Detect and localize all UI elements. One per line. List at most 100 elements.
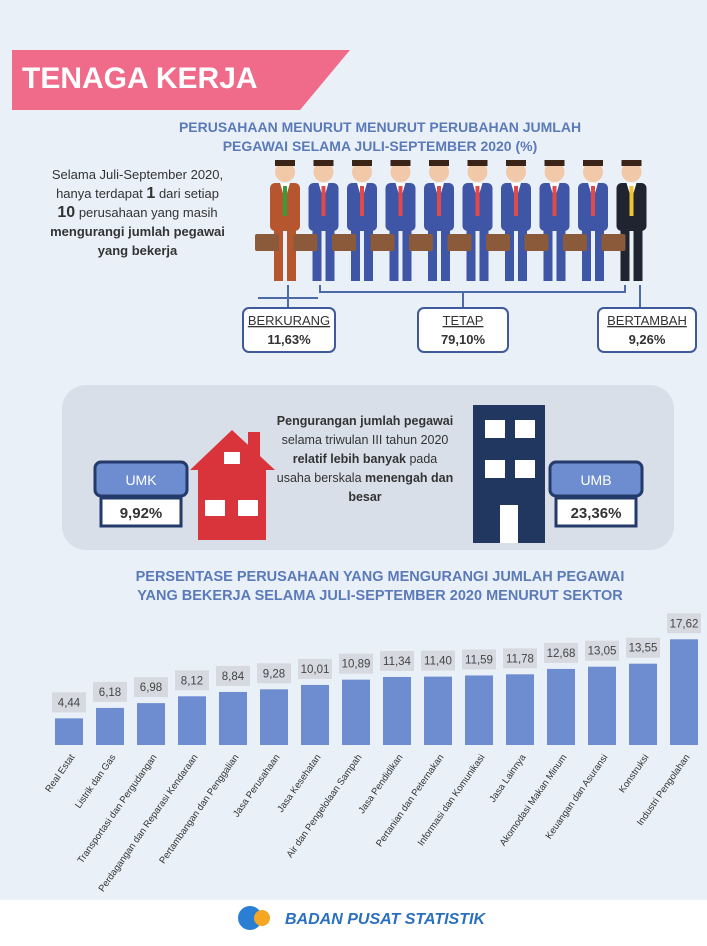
person-hair (391, 160, 411, 166)
value-label: 11,78 (506, 653, 534, 665)
person-hair (429, 160, 449, 166)
header-title: TENAGA KERJA (22, 62, 258, 95)
value-label: 11,40 (424, 656, 452, 668)
value-label: 6,18 (99, 687, 121, 699)
bar (465, 675, 493, 745)
intro-text: Selama Juli-September 2020, hanya terdap… (50, 165, 225, 260)
label-name: TETAP (443, 313, 484, 328)
label-value: 11,63% (267, 332, 311, 347)
briefcase (486, 234, 510, 251)
bar (342, 680, 370, 745)
tag-label: UMB (580, 472, 611, 488)
person-tie (283, 186, 287, 216)
text: 10 (57, 204, 75, 221)
value-label: 4,44 (58, 697, 81, 709)
bar (547, 669, 575, 745)
tag-label: UMK (125, 472, 157, 488)
briefcase (409, 234, 433, 251)
label-name: BERTAMBAH (607, 313, 687, 328)
text: 1 (146, 185, 155, 202)
house-window (238, 500, 258, 516)
briefcase (525, 234, 549, 251)
person-hair (506, 160, 526, 166)
person-tie (553, 186, 557, 216)
bar (424, 677, 452, 745)
value-label: 11,59 (465, 654, 493, 666)
bar (629, 664, 657, 745)
person-tie (476, 186, 480, 216)
bar (178, 696, 206, 745)
footer-text: BADAN PUSAT STATISTIK (285, 911, 486, 928)
text: dari setiap (155, 186, 219, 201)
person-hair (583, 160, 603, 166)
value-label: 13,05 (588, 646, 617, 658)
value-label: 9,28 (263, 668, 285, 680)
bar (588, 667, 616, 745)
text: mengurangi jumlah pegawai yang bekerja (50, 224, 225, 258)
building-window (485, 460, 505, 478)
person-tie (360, 186, 364, 216)
person-tie (437, 186, 441, 216)
briefcase (294, 234, 318, 251)
bar (506, 674, 534, 745)
person-tie (630, 186, 634, 216)
title-line: PERUSAHAAN MENURUT MENURUT PERUBAHAN JUM… (130, 118, 630, 137)
bar (55, 718, 83, 745)
briefcase (602, 234, 626, 251)
text: menengah dan besar (348, 471, 453, 504)
section-title: PERUSAHAAN MENURUT MENURUT PERUBAHAN JUM… (130, 118, 630, 156)
title-line: PERSENTASE PERUSAHAAN YANG MENGURANGI JU… (100, 568, 660, 587)
bar (383, 677, 411, 745)
value-label: 10,01 (301, 664, 330, 676)
panel-text: Pengurangan jumlah pegawai selama triwul… (275, 412, 455, 507)
house-window (205, 500, 225, 516)
title-line: YANG BEKERJA SELAMA JULI-SEPTEMBER 2020 … (100, 587, 660, 606)
building-door (500, 505, 518, 543)
label-name: BERKURANG (248, 313, 330, 328)
value-label: 17,62 (670, 618, 699, 630)
bar (96, 708, 124, 745)
building-window (515, 420, 535, 438)
label-value: 9,26% (629, 332, 666, 347)
person-hair (352, 160, 372, 166)
tag-value: 23,36% (571, 505, 622, 522)
person-hair (314, 160, 334, 166)
tag-value: 9,92% (120, 505, 163, 522)
label-value: 79,10% (441, 332, 486, 347)
person-hair (468, 160, 488, 166)
person-hair (275, 160, 295, 166)
briefcase (255, 234, 279, 251)
person-tie (514, 186, 518, 216)
building-window (515, 460, 535, 478)
text: relatif lebih banyak (293, 452, 406, 466)
bar (137, 703, 165, 745)
value-label: 8,84 (222, 671, 245, 683)
bar (301, 685, 329, 745)
briefcase (563, 234, 587, 251)
value-label: 11,34 (383, 656, 412, 668)
text: Pengurangan jumlah pegawai (277, 414, 453, 428)
text: selama triwulan III tahun 2020 (282, 433, 449, 447)
value-label: 8,12 (181, 675, 203, 687)
text: perusahaan yang masih (75, 205, 217, 220)
house-chimney (248, 432, 260, 457)
value-label: 6,98 (140, 682, 162, 694)
person-tie (399, 186, 403, 216)
briefcase (371, 234, 395, 251)
bar (219, 692, 247, 745)
value-label: 12,68 (547, 648, 576, 660)
bar (260, 689, 288, 745)
person-hair (622, 160, 642, 166)
person-leg (634, 229, 643, 281)
person-tie (591, 186, 595, 216)
briefcase (332, 234, 356, 251)
value-label: 13,55 (629, 643, 658, 655)
value-label: 10,89 (342, 659, 371, 671)
logo (254, 910, 270, 926)
building-window (485, 420, 505, 438)
house-window (224, 452, 240, 464)
person-hair (545, 160, 565, 166)
infographic: TENAGA KERJA BADAN PUSAT STATISTIK BERKU… (0, 0, 707, 946)
bar (670, 639, 698, 745)
person-tie (322, 186, 326, 216)
